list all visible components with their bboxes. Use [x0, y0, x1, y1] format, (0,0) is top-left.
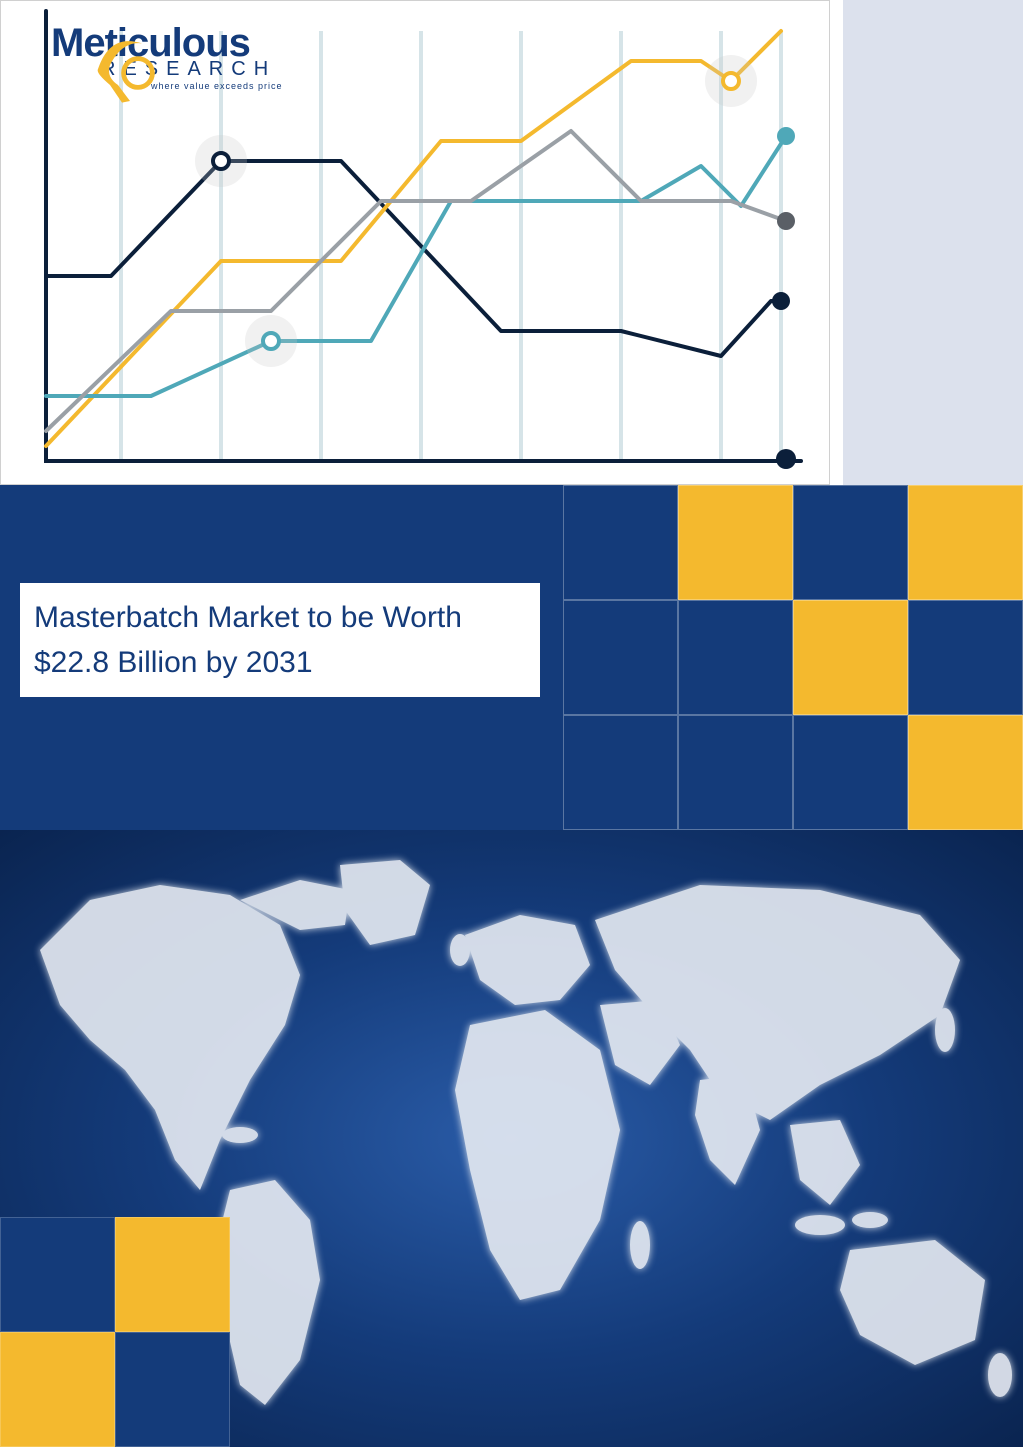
right-sidebar	[843, 0, 1023, 485]
decorative-grid	[573, 485, 1023, 830]
grid-cell	[563, 715, 678, 830]
brand-logo: Meticulous RESEARCH where value exceeds …	[51, 21, 311, 111]
grid-cell	[908, 485, 1023, 600]
logo-swoosh-icon	[86, 29, 166, 109]
grid-cell	[678, 600, 793, 715]
grid-cell	[115, 1332, 230, 1447]
grid-cell	[793, 600, 908, 715]
grid-cell	[793, 715, 908, 830]
logo-tagline: where value exceeds price	[151, 81, 311, 91]
grid-cell	[0, 1332, 115, 1447]
grid-cell	[678, 485, 793, 600]
grid-cell	[908, 600, 1023, 715]
grid-cell	[115, 1217, 230, 1332]
grid-cell	[793, 485, 908, 600]
grid-cell	[0, 1217, 115, 1332]
grid-cell	[908, 715, 1023, 830]
world-map-section	[0, 830, 1023, 1447]
chart-panel: Meticulous RESEARCH where value exceeds …	[0, 0, 830, 485]
grid-cell	[678, 715, 793, 830]
grid-cell	[563, 485, 678, 600]
report-title: Masterbatch Market to be Worth $22.8 Bil…	[20, 583, 540, 697]
grid-cell	[563, 600, 678, 715]
